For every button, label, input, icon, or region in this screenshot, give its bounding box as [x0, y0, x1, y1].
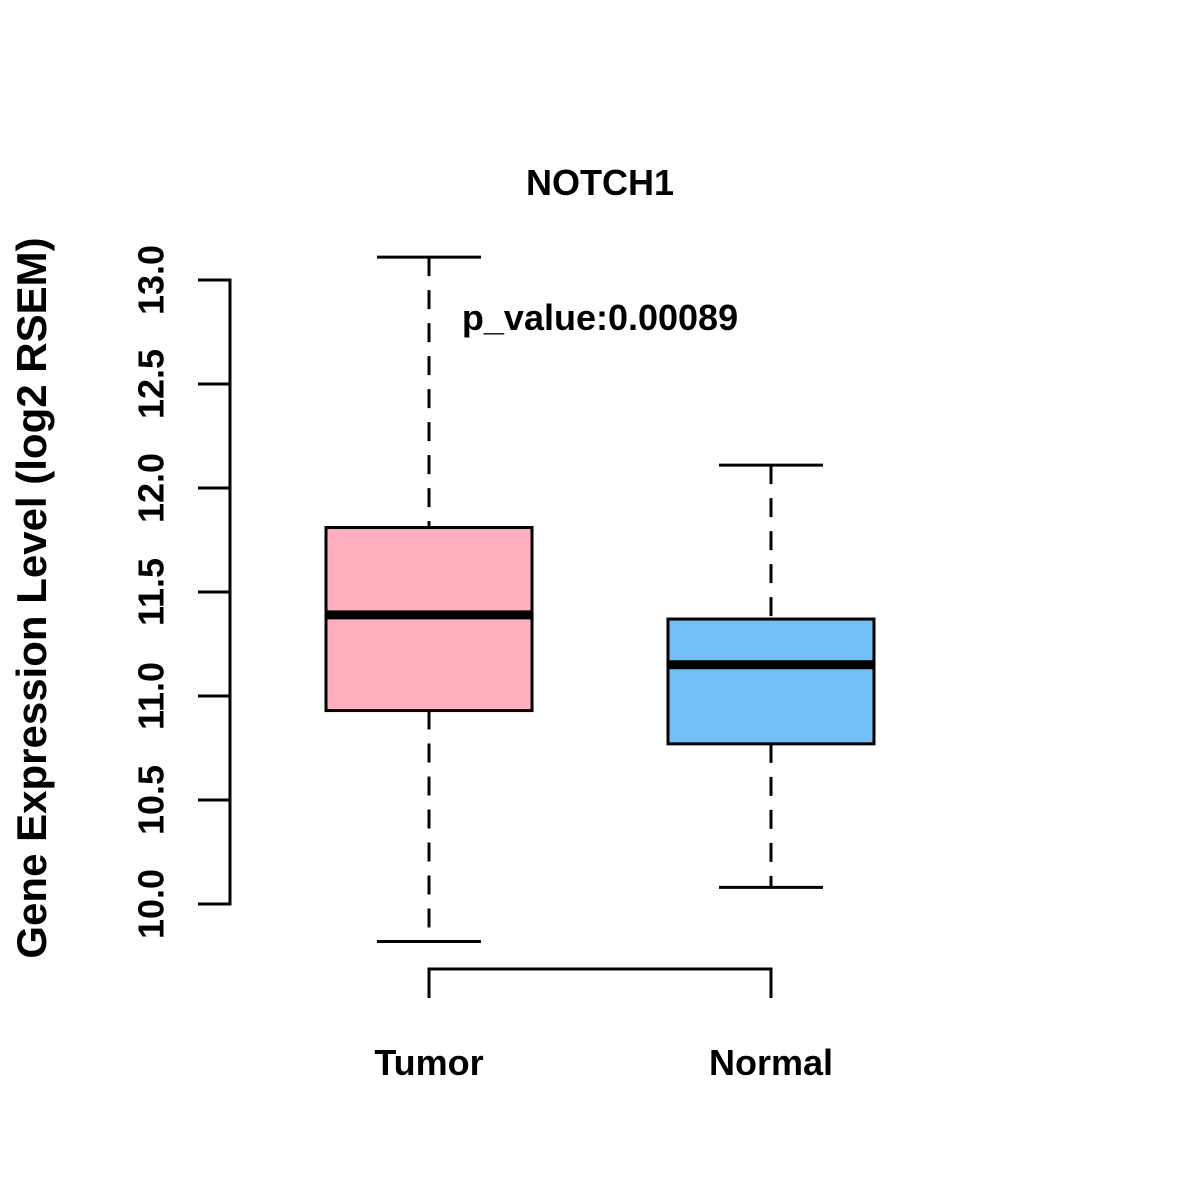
- box-normal: [666, 617, 876, 746]
- significance-bracket: [427, 967, 773, 998]
- chart-subtitle: p_value:0.00089: [461, 297, 739, 338]
- y-axis-tick-label: 10.5: [131, 765, 172, 835]
- x-category-label-tumor: Tumor: [374, 1042, 483, 1083]
- chart-title-block: NOTCH1 p_value:0.00089: [0, 70, 1200, 430]
- y-axis-tick-label: 12.0: [131, 453, 172, 523]
- y-axis-tick-label: 10.0: [131, 869, 172, 939]
- y-axis-tick-label: 11.5: [131, 558, 172, 626]
- y-axis-tick-label: 13.0: [131, 245, 172, 315]
- y-axis-tick-label: 11.0: [131, 662, 172, 730]
- y-axis-tick-label: 12.5: [131, 349, 172, 419]
- x-category-label-normal: Normal: [709, 1042, 833, 1083]
- chart-title: NOTCH1: [525, 162, 674, 203]
